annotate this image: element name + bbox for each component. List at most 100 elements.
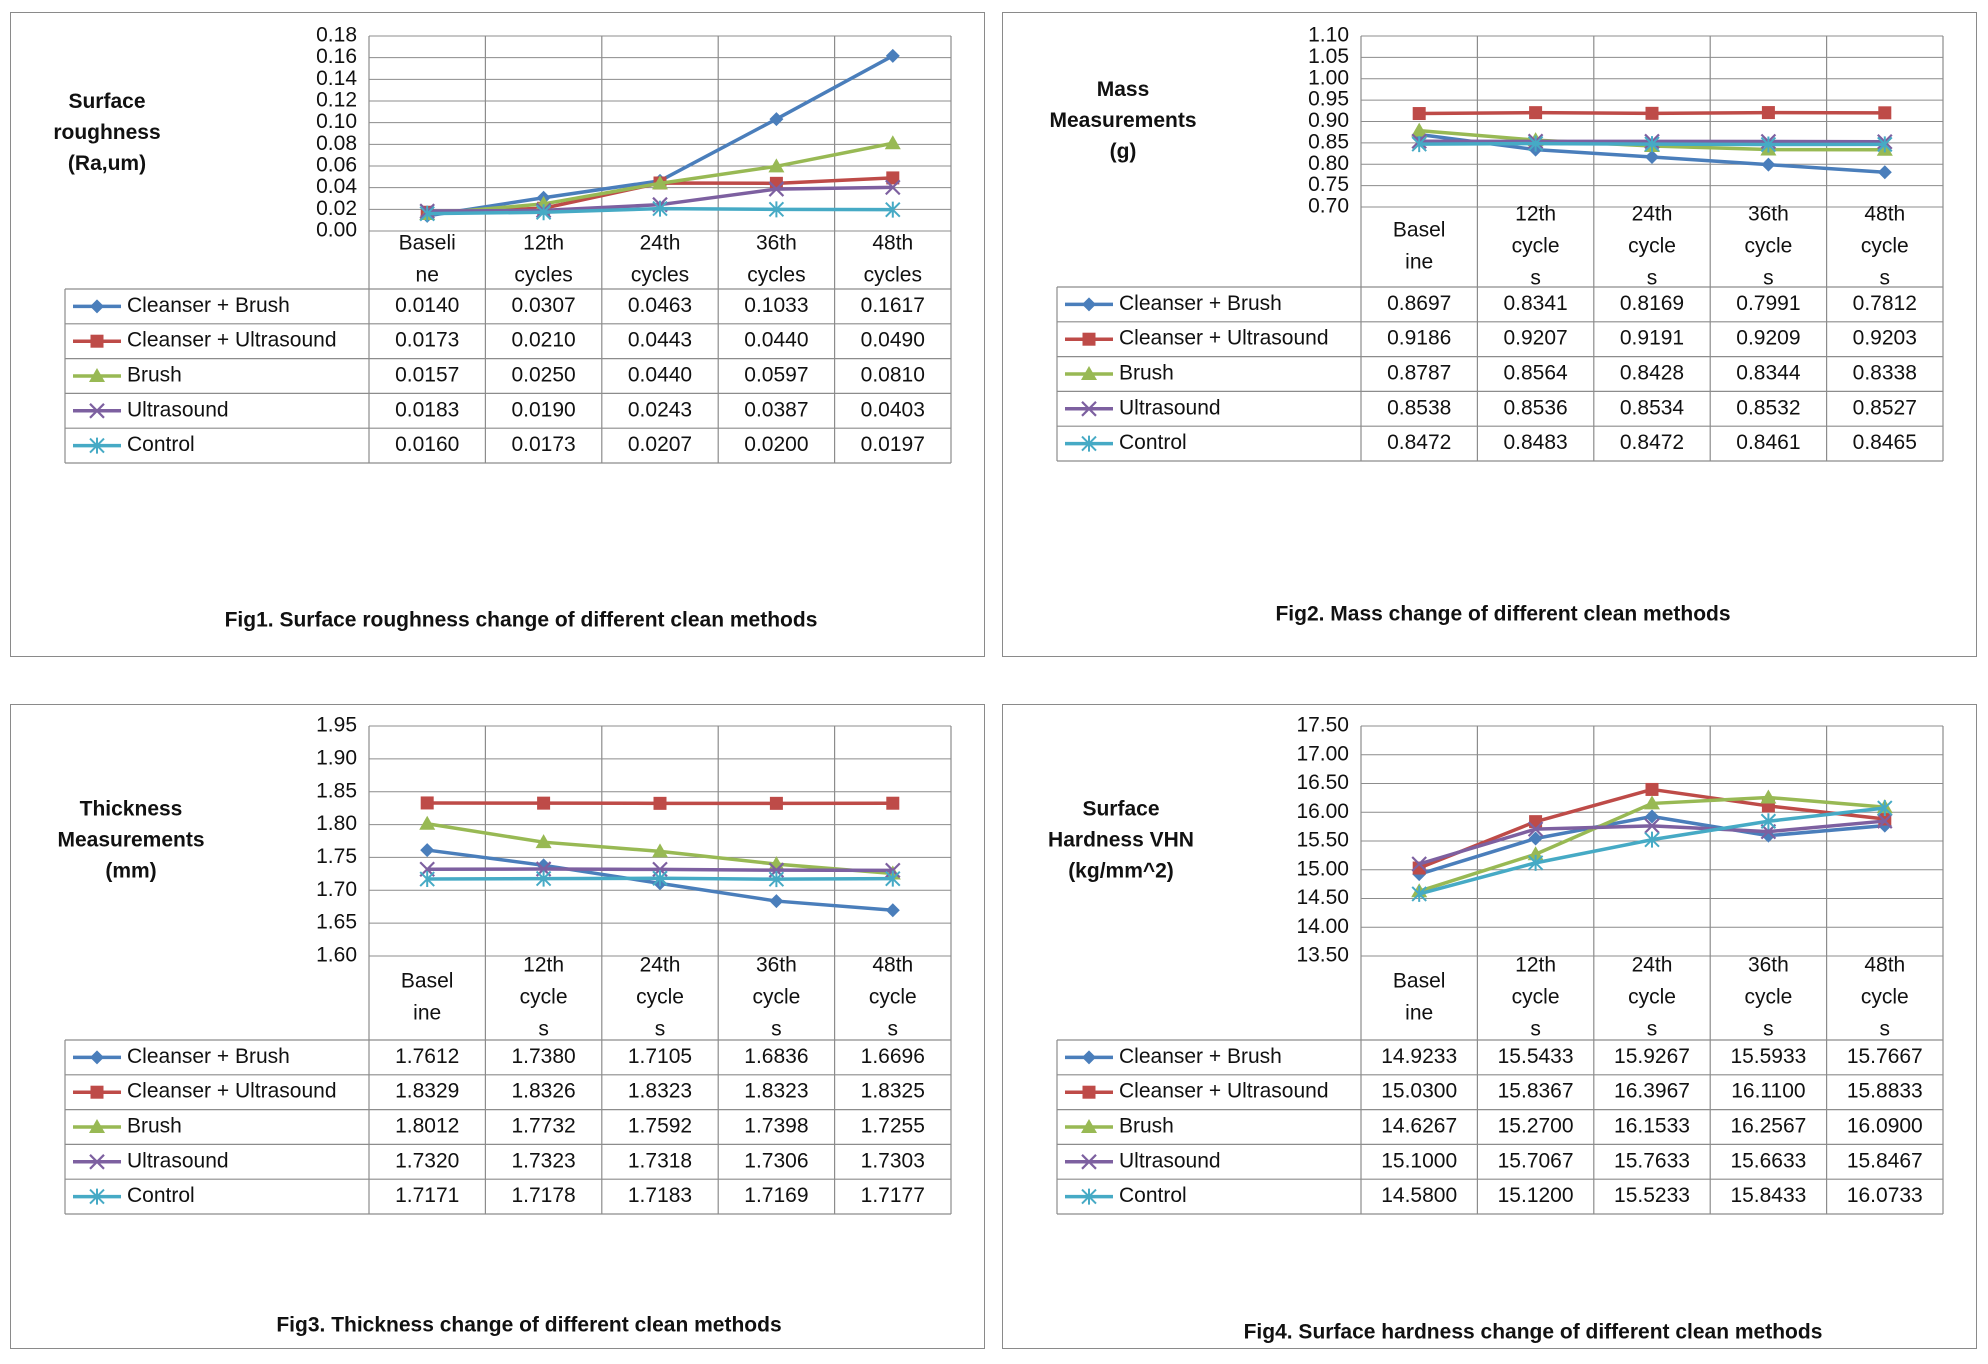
data-table-cell: 0.0173 — [395, 329, 459, 352]
data-point — [1644, 136, 1660, 153]
data-table — [1056, 36, 1944, 462]
legend-key — [73, 1085, 121, 1099]
data-table-cell: 1.7306 — [744, 1149, 808, 1172]
data-point — [652, 870, 668, 887]
data-table-cell: 0.8341 — [1503, 292, 1567, 315]
legend-label: Cleanser + Ultrasound — [127, 329, 337, 352]
legend-marker — [1081, 1119, 1097, 1133]
data-point — [1645, 150, 1659, 165]
y-tick-label: 0.18 — [316, 24, 357, 47]
data-point — [1760, 789, 1777, 804]
data-table-cell: 15.8467 — [1847, 1149, 1923, 1172]
legend-marker — [89, 368, 105, 382]
data-table-cell: 0.0197 — [861, 433, 925, 456]
legend-label: Brush — [1119, 362, 1174, 385]
data-table-cell: 0.0810 — [861, 364, 925, 387]
data-table-cell: 15.1200 — [1498, 1184, 1574, 1207]
x-category-label: cycle — [520, 986, 568, 1009]
data-table-cell: 1.7318 — [628, 1149, 692, 1172]
data-point — [1877, 136, 1893, 153]
x-category-label: s — [1530, 1018, 1541, 1041]
y-tick-label: 1.00 — [1308, 66, 1349, 89]
data-table-cell: 0.8534 — [1620, 396, 1685, 419]
x-category-label: Baseli — [399, 232, 456, 255]
y-axis-label: Thickness — [80, 798, 183, 821]
x-category-label: s — [771, 1018, 782, 1041]
data-table-cell: 1.8325 — [861, 1080, 925, 1103]
y-axis-label: Surface — [68, 90, 145, 113]
y-axis-label: Surface — [1082, 798, 1159, 821]
x-category-label: 48th — [872, 954, 913, 977]
chart-panel-mass: 0.70 0.75 0.80 0.85 0.90 0.95 1.00 1.05 1.10 Mass… — [1002, 12, 1977, 657]
data-point — [1411, 136, 1427, 153]
x-category-label: s — [1530, 267, 1541, 290]
y-tick-label: 1.75 — [316, 845, 357, 868]
data-table-cell: 0.0250 — [511, 364, 575, 387]
data-point — [1644, 818, 1660, 834]
x-category-label: 12th — [1515, 203, 1556, 226]
legend-key — [1065, 1050, 1113, 1065]
legend-key — [73, 334, 121, 348]
legend-marker — [1082, 332, 1096, 346]
data-table-cell: 0.1033 — [744, 294, 808, 317]
x-category-label: 48th — [872, 232, 913, 255]
x-category-label: 36th — [756, 954, 797, 977]
x-category-label: 36th — [756, 232, 797, 255]
y-tick-label: 0.14 — [316, 67, 357, 90]
x-category-label: s — [1880, 267, 1891, 290]
legend-key — [1065, 1085, 1113, 1099]
legend-marker — [1081, 366, 1097, 380]
data-point — [885, 48, 900, 63]
data-table-cell: 1.8326 — [511, 1080, 575, 1103]
y-axis-label: Hardness VHN — [1048, 829, 1194, 852]
y-axis-label: (kg/mm^2) — [1068, 860, 1174, 883]
y-tick-label: 1.80 — [316, 812, 357, 835]
legend-key — [73, 403, 121, 419]
legend-key — [1065, 1188, 1113, 1205]
data-table-cell: 1.7178 — [511, 1184, 575, 1207]
data-table-cell: 15.7633 — [1614, 1149, 1690, 1172]
x-category-label: 36th — [1748, 203, 1789, 226]
data-table-cell: 1.6836 — [744, 1045, 808, 1068]
data-table-cell: 1.7177 — [861, 1184, 925, 1207]
data-table-cell: 0.8338 — [1853, 362, 1917, 385]
data-table-cell: 0.8461 — [1736, 431, 1800, 454]
data-table-cell: 0.8532 — [1736, 396, 1800, 419]
data-point — [1529, 815, 1543, 829]
legend-marker — [90, 1050, 104, 1065]
data-table-cell: 1.8329 — [395, 1080, 459, 1103]
data-table-cell: 0.0597 — [744, 364, 808, 387]
series-line — [1412, 106, 1892, 121]
data-table-cell: 1.7183 — [628, 1184, 692, 1207]
data-point — [1527, 135, 1544, 152]
data-table-cell: 16.1100 — [1731, 1080, 1805, 1103]
data-table — [64, 726, 952, 1215]
y-axis-label: (mm) — [105, 860, 156, 883]
legend-label: Cleanser + Brush — [127, 294, 290, 317]
legend-label: Cleanser + Ultrasound — [1119, 1080, 1329, 1103]
x-category-label: 24th — [640, 954, 681, 977]
data-table-cell: 16.0900 — [1847, 1115, 1923, 1138]
y-tick-label: 17.00 — [1296, 742, 1349, 765]
data-table-cell: 1.7732 — [511, 1115, 575, 1138]
data-table-cell: 1.7303 — [861, 1149, 925, 1172]
data-point — [884, 135, 901, 150]
x-category-label: 12th — [523, 954, 564, 977]
data-table-cell: 1.7171 — [395, 1184, 459, 1207]
legend-marker — [90, 1085, 104, 1099]
x-category-label: s — [888, 1018, 899, 1041]
legend-key — [73, 1119, 121, 1133]
data-table-cell: 1.7169 — [744, 1184, 808, 1207]
data-table-cell: 0.9209 — [1736, 327, 1800, 350]
data-table-cell: 0.0243 — [628, 398, 692, 421]
legend-key — [1065, 1154, 1113, 1170]
data-point — [1878, 106, 1892, 120]
data-table-cell: 15.0300 — [1381, 1080, 1457, 1103]
data-table-cell: 0.8483 — [1503, 431, 1567, 454]
figure-caption: Fig4. Surface hardness change of differe… — [1244, 1321, 1823, 1344]
y-tick-label: 0.95 — [1308, 88, 1349, 111]
legend-marker — [89, 1154, 105, 1170]
data-table-cell: 0.8428 — [1620, 362, 1684, 385]
y-tick-label: 1.10 — [1308, 24, 1349, 47]
legend-label: Brush — [1119, 1115, 1174, 1138]
